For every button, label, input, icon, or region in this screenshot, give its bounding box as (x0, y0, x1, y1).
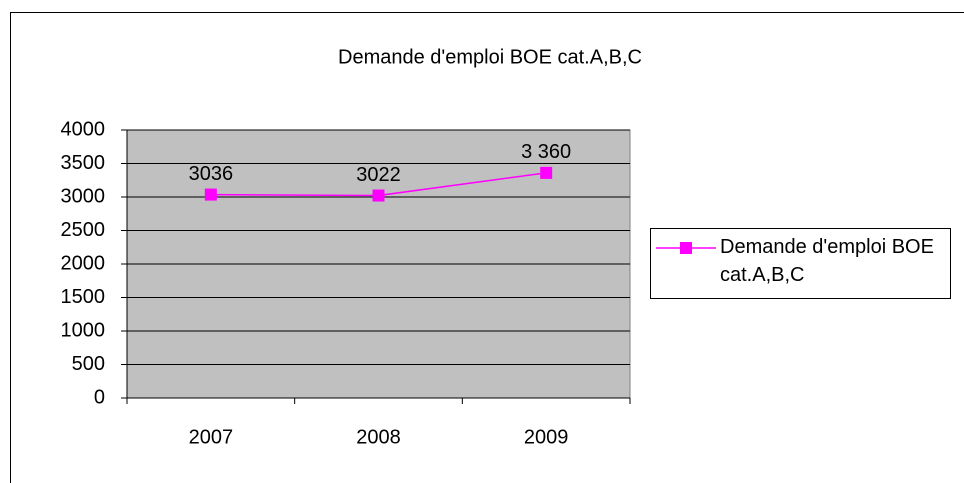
y-tick-label: 500 (72, 353, 105, 375)
y-tick-label: 1000 (61, 319, 106, 341)
legend-label: Demande d'emploi BOE cat.A,B,C (720, 236, 934, 286)
y-tick-label: 3000 (61, 185, 106, 207)
x-tick-label: 2007 (189, 426, 234, 448)
chart-title: Demande d'emploi BOE cat.A,B,C (338, 46, 642, 68)
data-label: 3 360 (521, 141, 571, 163)
point-marker (372, 189, 385, 202)
legend-marker (680, 242, 692, 254)
y-tick-label: 1500 (61, 286, 106, 308)
y-tick-label: 2000 (61, 252, 106, 274)
y-tick-label: 2500 (61, 219, 106, 241)
legend-box (650, 228, 951, 299)
y-tick-label: 4000 (61, 118, 106, 140)
point-marker (540, 166, 553, 179)
x-tick-label: 2009 (524, 426, 569, 448)
y-tick-label: 0 (94, 386, 105, 408)
y-tick-label: 3500 (61, 152, 106, 174)
x-tick-label: 2008 (356, 426, 401, 448)
data-label: 3022 (356, 164, 401, 186)
data-label: 3036 (189, 163, 234, 185)
point-marker (204, 188, 217, 201)
